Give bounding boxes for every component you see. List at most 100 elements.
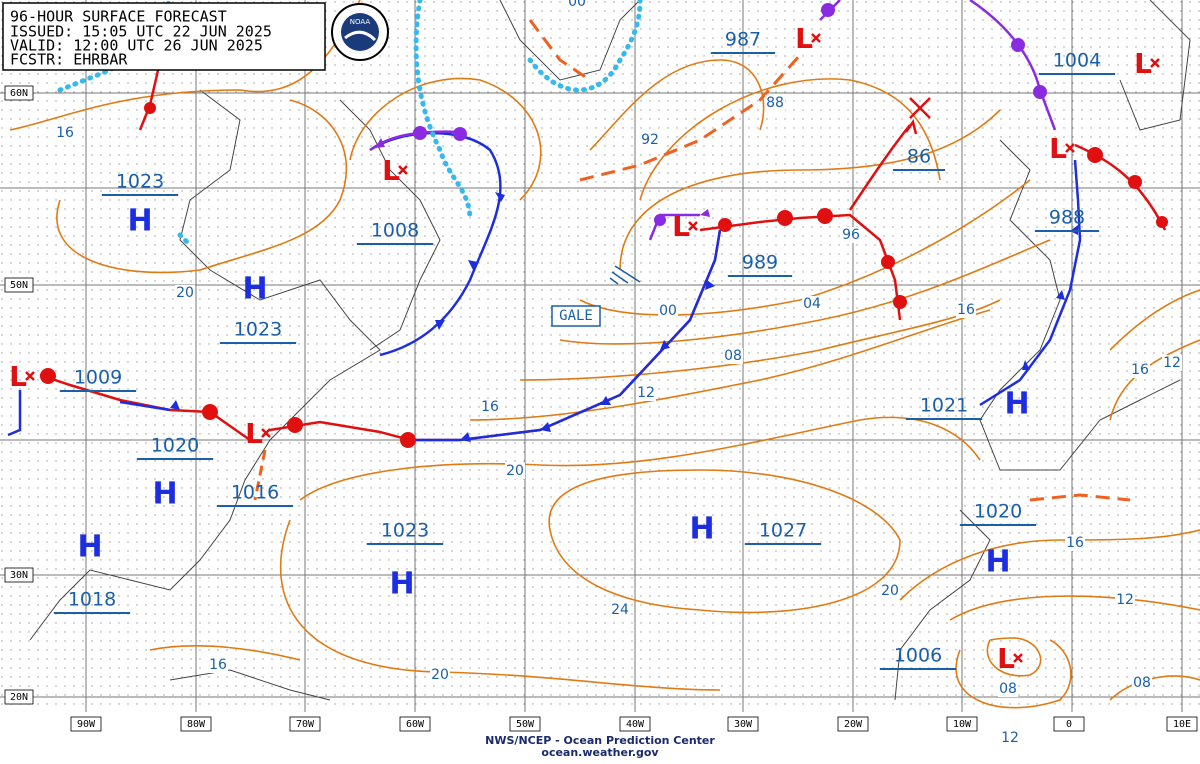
isobar-label-bg [505, 463, 525, 479]
isobar-label: 20 [176, 285, 194, 301]
pressure-value: 987 [725, 29, 761, 51]
longitude-label-bg [289, 716, 321, 732]
isobar-label: 20 [431, 667, 449, 683]
pressure-value: 1008 [371, 220, 419, 242]
high-center: H [242, 272, 267, 307]
latitude-label-bg [4, 277, 34, 293]
low-center: L [795, 22, 813, 55]
pressure-value: 1020 [974, 501, 1022, 523]
pressure-value: 1020 [151, 435, 199, 457]
longitude-label: 20W [844, 719, 863, 730]
isobar-label-bg [480, 399, 500, 415]
isobar-label: 16 [1131, 362, 1149, 378]
pressure-value: 1023 [234, 319, 282, 341]
header-forecaster: FCSTR: EHRBAR [10, 51, 128, 69]
longitude-label-bg [727, 716, 759, 732]
isobar-label-bg [1065, 535, 1085, 551]
high-center: H [985, 545, 1010, 580]
longitude-label: 70W [296, 719, 315, 730]
low-center-mark [688, 221, 698, 231]
pressure-value: 1006 [894, 645, 942, 667]
longitude-label-bg [619, 716, 651, 732]
longitude-label: 30W [734, 719, 753, 730]
low-center: L [382, 154, 400, 187]
high-center: H [152, 477, 177, 512]
isobar-label: 20 [506, 463, 524, 479]
longitude-label-bg [70, 716, 102, 732]
isobar-label: 08 [999, 681, 1017, 697]
isobar-label-bg [765, 95, 785, 111]
pressure-value: 1016 [231, 482, 279, 504]
map-background [0, 0, 1200, 710]
isobar-label-bg [1000, 730, 1020, 746]
map-labels: H H H H H H H H L L L L L L L L 1023 1008 1023 1009 1020 1016… [4, 0, 1198, 746]
wind-barb [609, 265, 641, 285]
low-center-mark [1013, 653, 1023, 663]
pressure-value: 988 [1049, 207, 1085, 229]
isobar-label: 04 [803, 296, 821, 312]
low-center-mark [811, 33, 821, 43]
footer-agency: NWS/NCEP - Ocean Prediction Center [485, 734, 715, 747]
longitude-label-bg [837, 716, 869, 732]
latitude-label: 60N [10, 88, 28, 99]
isobar-label: 00 [659, 303, 677, 319]
fronts [7, 0, 1168, 502]
pressure-value: 1004 [1053, 50, 1101, 72]
longitude-label: 40W [626, 719, 645, 730]
longitude-label: 80W [187, 719, 206, 730]
isobar-label-bg [1115, 592, 1135, 608]
longitude-label: 50W [516, 719, 535, 730]
latitude-label: 30N [10, 570, 28, 581]
longitude-label-bg [509, 716, 541, 732]
latitude-label: 50N [10, 280, 28, 291]
isobar-label: 16 [957, 302, 975, 318]
isobar-label-bg [1130, 362, 1150, 378]
high-center: H [389, 567, 414, 602]
pressure-value: 989 [742, 252, 778, 274]
high-center: H [77, 530, 102, 565]
isobar-label-bg [640, 132, 660, 148]
pressure-value: 86 [907, 146, 931, 168]
header-issued: ISSUED: 15:05 UTC 22 JUN 2025 [10, 23, 272, 41]
pressure-value: 1009 [74, 367, 122, 389]
isobar-label-bg [723, 348, 743, 364]
longitude-label: 0 [1066, 719, 1072, 730]
latitude-label-bg [4, 567, 34, 583]
latitude-label-bg [4, 689, 34, 705]
isobar-label: 12 [1116, 592, 1134, 608]
high-center: H [689, 512, 714, 547]
isobar-label: 00 [568, 0, 586, 10]
isobar-label: 08 [724, 348, 742, 364]
longitude-label-bg [399, 716, 431, 732]
longitude-label: 60W [406, 719, 425, 730]
high-center: H [1004, 387, 1029, 422]
low-center-mark [1150, 58, 1160, 68]
isobar-label-bg [55, 125, 75, 141]
isobar-label: 08 [1133, 675, 1151, 691]
isobar-label: 16 [1066, 535, 1084, 551]
isobar-label-bg [610, 602, 630, 618]
isobar-label: 92 [641, 132, 659, 148]
isobar-label-bg [1132, 675, 1152, 691]
isobar-label-bg [175, 285, 195, 301]
isobar-label-bg [636, 385, 656, 401]
isobar-label-bg [802, 296, 822, 312]
isobar-label: 16 [481, 399, 499, 415]
footer-site: ocean.weather.gov [541, 746, 659, 759]
isobar-label-bg [1162, 355, 1182, 371]
longitude-label-bg [1053, 716, 1085, 732]
coastlines [29, 0, 1191, 701]
pressure-value: 1023 [381, 520, 429, 542]
isobar-label: 12 [1163, 355, 1181, 371]
isobars [9, 0, 1200, 709]
pressure-value: 1021 [920, 395, 968, 417]
isobar-label-bg [567, 0, 587, 10]
longitude-label-bg [946, 716, 978, 732]
isobar-label-bg [880, 583, 900, 599]
isobar-label-bg [956, 302, 976, 318]
isobar-label: 16 [56, 125, 74, 141]
latitude-label-bg [4, 85, 34, 101]
low-center-mark [25, 371, 35, 381]
isobar-label: 12 [1001, 730, 1019, 746]
footer: NWS/NCEP - Ocean Prediction Center ocean… [485, 734, 715, 759]
